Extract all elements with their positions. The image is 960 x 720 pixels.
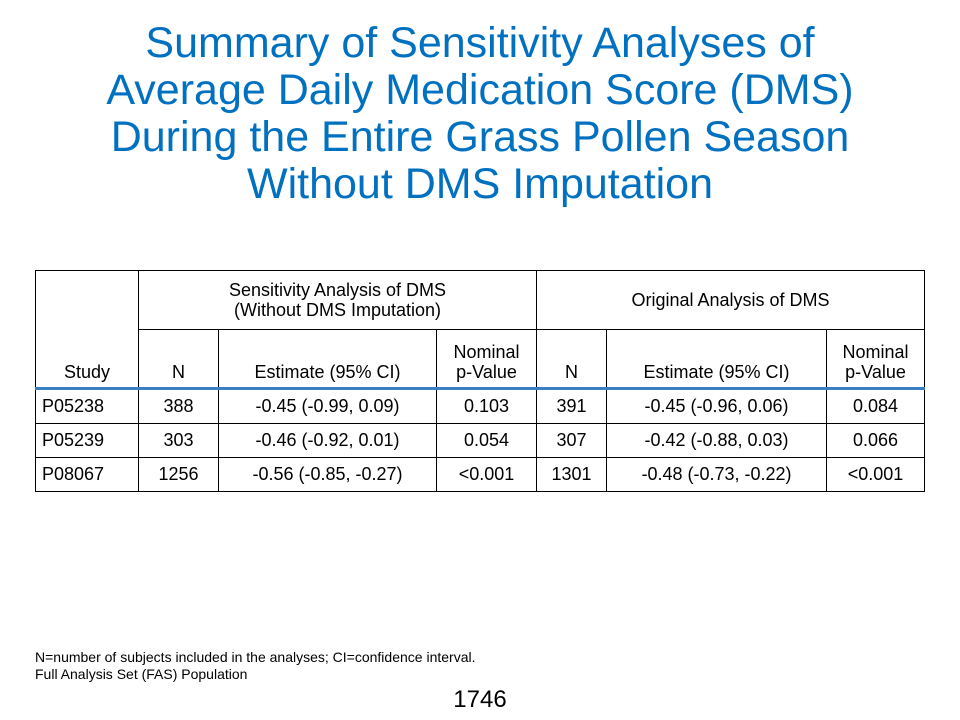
pvalue-label-line2: p-Value	[845, 362, 906, 382]
cell-orig-n: 1301	[536, 457, 607, 492]
header-orig-n: N	[536, 329, 607, 390]
cell-sens-estimate: -0.46 (-0.92, 0.01)	[218, 423, 437, 458]
cell-sens-pvalue: <0.001	[436, 457, 537, 492]
cell-sens-n: 303	[138, 423, 219, 458]
pvalue-label-line2: p-Value	[456, 362, 517, 382]
cell-sens-n: 388	[138, 388, 219, 424]
cell-sens-pvalue: 0.103	[436, 388, 537, 424]
footnotes: N=number of subjects included in the ana…	[35, 649, 475, 683]
cell-sens-estimate: -0.45 (-0.99, 0.09)	[218, 388, 437, 424]
cell-sens-n: 1256	[138, 457, 219, 492]
title-line: Average Daily Medication Score (DMS)	[106, 66, 854, 114]
sensitivity-table: Study Sensitivity Analysis of DMS (Witho…	[35, 270, 926, 492]
cell-sens-pvalue: 0.054	[436, 423, 537, 458]
cell-orig-estimate: -0.48 (-0.73, -0.22)	[606, 457, 827, 492]
cell-sens-estimate: -0.56 (-0.85, -0.27)	[218, 457, 437, 492]
title-line: During the Entire Grass Pollen Season	[110, 113, 850, 161]
page-number: 1746	[453, 686, 507, 713]
cell-orig-estimate: -0.45 (-0.96, 0.06)	[606, 388, 827, 424]
table-row: P05238 388 -0.45 (-0.99, 0.09) 0.103 391…	[35, 388, 926, 424]
cell-orig-pvalue: 0.066	[825, 423, 926, 458]
cell-study: P05238	[35, 388, 139, 424]
cell-orig-n: 307	[536, 423, 607, 458]
header-sensitivity-line2: (Without DMS Imputation)	[233, 300, 442, 320]
header-study: Study	[35, 270, 139, 390]
pvalue-label-line1: Nominal	[453, 342, 520, 362]
cell-orig-estimate: -0.42 (-0.88, 0.03)	[606, 423, 827, 458]
cell-study: P08067	[35, 457, 139, 492]
title-line: Summary of Sensitivity Analyses of	[145, 19, 815, 67]
table-row: P08067 1256 -0.56 (-0.85, -0.27) <0.001 …	[35, 457, 926, 492]
title-line: Without DMS Imputation	[246, 160, 713, 208]
header-orig-estimate: Estimate (95% CI)	[606, 329, 827, 390]
header-sens-pvalue: Nominal p-Value	[436, 329, 537, 390]
cell-study: P05239	[35, 423, 139, 458]
header-sens-n: N	[138, 329, 219, 390]
header-sens-estimate: Estimate (95% CI)	[218, 329, 437, 390]
header-sensitivity-group: Sensitivity Analysis of DMS (Without DMS…	[138, 270, 537, 330]
cell-orig-n: 391	[536, 388, 607, 424]
table-row: P05239 303 -0.46 (-0.92, 0.01) 0.054 307…	[35, 423, 926, 458]
pvalue-label-line1: Nominal	[842, 342, 909, 362]
header-orig-pvalue: Nominal p-Value	[825, 329, 926, 390]
footnote-abbreviations: N=number of subjects included in the ana…	[35, 649, 476, 665]
slide-title: Summary of Sensitivity Analyses of Avera…	[0, 20, 960, 208]
cell-orig-pvalue: <0.001	[825, 457, 926, 492]
footnote-population: Full Analysis Set (FAS) Population	[35, 666, 248, 682]
header-sensitivity-line1: Sensitivity Analysis of DMS	[228, 280, 447, 300]
header-original-group: Original Analysis of DMS	[535, 270, 926, 330]
cell-orig-pvalue: 0.084	[825, 388, 926, 424]
